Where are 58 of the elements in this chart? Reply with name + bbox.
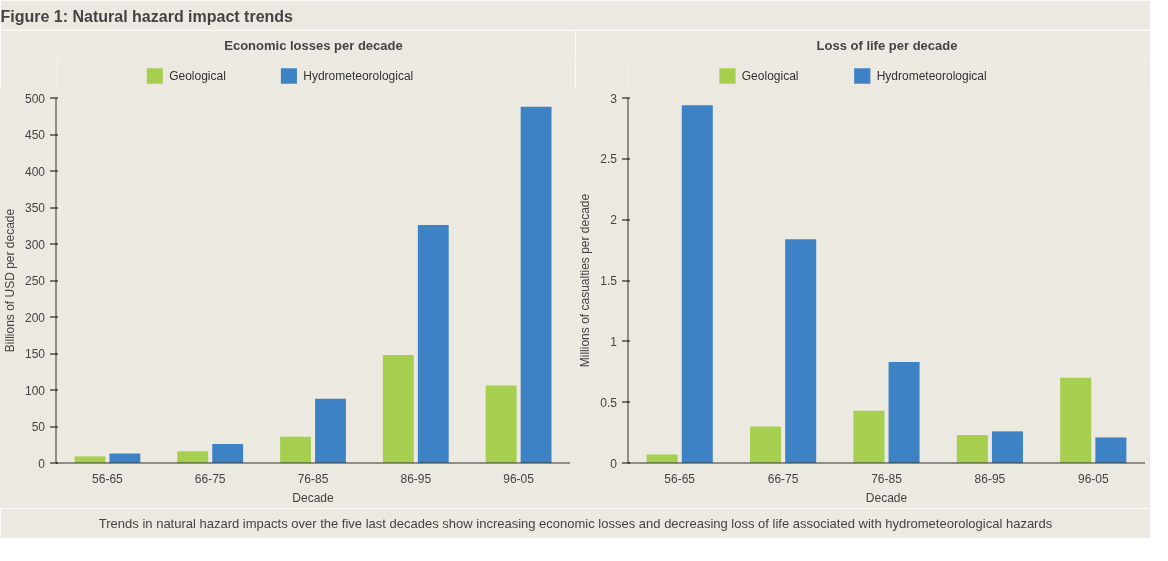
y-tick-label: 50 bbox=[31, 420, 46, 434]
bar bbox=[485, 385, 517, 463]
bar bbox=[212, 444, 244, 463]
y-tick-label: 3 bbox=[610, 91, 618, 106]
bar bbox=[417, 225, 449, 463]
y-tick-label: 0.5 bbox=[600, 395, 618, 410]
x-axis-title: Decade bbox=[292, 491, 335, 505]
y-tick-label: 0 bbox=[610, 456, 618, 471]
bar bbox=[750, 426, 782, 463]
bar bbox=[1095, 437, 1127, 463]
y-tick-label: 300 bbox=[24, 237, 46, 252]
caption: Figure 1: Natural hazard impact trends bbox=[0, 7, 294, 25]
text: Trends in natural hazard impacts over the five last decades show increasing economic losses and decreasing loss of life associated with hydrometeorological hazards bbox=[98, 515, 1053, 531]
y-tick-label: 2.5 bbox=[600, 152, 618, 167]
bar bbox=[646, 454, 678, 463]
x-tick-label: 76-85 bbox=[871, 472, 903, 486]
bar bbox=[520, 106, 552, 463]
x-tick-label: 86-95 bbox=[974, 472, 1006, 486]
bar bbox=[956, 435, 988, 463]
y-tick-label: 2 bbox=[610, 213, 618, 228]
y-tick-label: 500 bbox=[24, 91, 46, 106]
y-axis-title: Millions of casualties per decade bbox=[578, 193, 593, 368]
y-tick-label: 1 bbox=[610, 334, 618, 349]
legend-label: Hydrometeorological bbox=[876, 69, 987, 84]
x-tick-label: 66-75 bbox=[767, 472, 799, 486]
x-tick-label: 76-85 bbox=[297, 472, 329, 486]
y-tick-label: 150 bbox=[24, 347, 46, 361]
y-tick-label: 1.5 bbox=[600, 274, 618, 288]
bar bbox=[382, 354, 414, 463]
legend-label: Geological bbox=[741, 69, 799, 84]
x-tick-label: 56-65 bbox=[92, 472, 124, 486]
bar bbox=[785, 239, 817, 463]
bar bbox=[991, 431, 1023, 463]
x-tick-label: 96-05 bbox=[503, 472, 535, 486]
bar bbox=[888, 362, 920, 463]
legend-label: Geological bbox=[169, 69, 226, 84]
y-tick-label: 250 bbox=[24, 274, 46, 288]
bar bbox=[1060, 377, 1092, 463]
chart-title: Loss of life per decade bbox=[816, 37, 958, 53]
bar bbox=[280, 436, 311, 463]
x-axis-title: Decade bbox=[865, 491, 908, 505]
y-tick-label: 100 bbox=[24, 383, 46, 398]
y-tick-label: 0 bbox=[38, 456, 46, 471]
x-tick-label: 86-95 bbox=[400, 472, 432, 486]
y-tick-label: 350 bbox=[24, 201, 46, 215]
y-axis-title: Billions of USD per decade bbox=[2, 208, 17, 353]
bar bbox=[315, 398, 346, 463]
bar bbox=[853, 410, 885, 463]
x-tick-label: 96-05 bbox=[1077, 472, 1109, 486]
x-tick-label: 66-75 bbox=[194, 472, 226, 486]
legend-label: Hydrometeorological bbox=[303, 69, 414, 84]
bar bbox=[681, 105, 713, 463]
y-tick-label: 450 bbox=[24, 128, 46, 142]
x-tick-label: 56-65 bbox=[664, 472, 696, 486]
chart-title: Economic losses per decade bbox=[224, 37, 403, 53]
y-tick-label: 200 bbox=[24, 310, 46, 325]
y-tick-label: 400 bbox=[24, 164, 46, 179]
bar bbox=[177, 451, 209, 463]
